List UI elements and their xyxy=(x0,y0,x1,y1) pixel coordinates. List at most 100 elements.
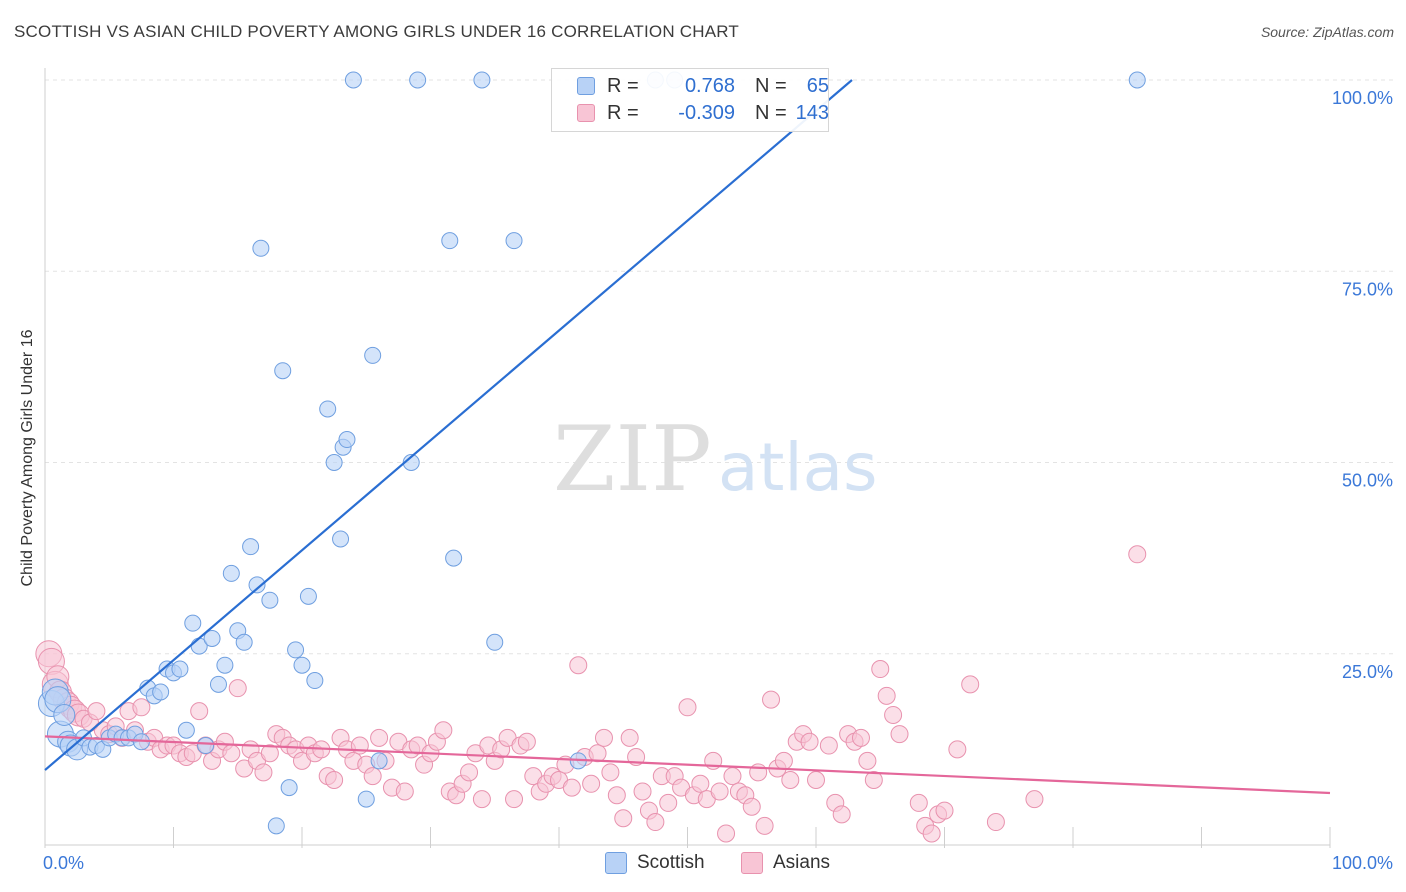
asians-point xyxy=(832,805,851,824)
scottish-point xyxy=(357,790,375,808)
asians-point xyxy=(87,702,106,721)
scottish-point xyxy=(252,239,270,257)
scottish-point xyxy=(177,721,195,739)
scottish-point xyxy=(235,633,253,651)
asians-point xyxy=(819,736,838,755)
asians-point xyxy=(871,660,890,679)
asians-point xyxy=(325,770,344,789)
asians-point xyxy=(588,744,607,763)
scottish-point xyxy=(152,683,170,701)
scottish-point xyxy=(306,672,324,690)
asians-point xyxy=(948,740,967,759)
asians-point xyxy=(781,770,800,789)
asians-point xyxy=(678,698,697,717)
legend-row-asians: R = -0.309 N = 143 xyxy=(552,100,829,126)
legend-label: Asians xyxy=(773,852,831,873)
asians-point xyxy=(434,721,453,740)
scottish-point xyxy=(319,400,337,418)
watermark-atlas: atlas xyxy=(718,429,878,506)
y-tick-label: 50.0% xyxy=(1342,471,1393,491)
asians-point xyxy=(922,824,941,843)
asians-point xyxy=(877,686,896,705)
asians-point xyxy=(800,732,819,751)
trend-lines xyxy=(44,79,1331,795)
asians-point xyxy=(749,763,768,782)
gridlines xyxy=(45,79,1395,655)
y-tick-label: 100.0% xyxy=(1332,88,1393,108)
asians-point xyxy=(723,767,742,786)
scottish-point xyxy=(197,737,215,755)
x-tick-label: 0.0% xyxy=(43,853,84,873)
legend-r-value: -0.309 xyxy=(678,101,735,124)
asians-point xyxy=(228,679,247,698)
scottish-point xyxy=(53,703,76,726)
scottish-swatch xyxy=(577,77,595,95)
asians-point xyxy=(633,782,652,801)
asians-point xyxy=(1025,790,1044,809)
asians-point xyxy=(935,801,954,820)
scottish-swatch xyxy=(605,852,627,874)
legend-n-label: N = xyxy=(755,74,787,97)
asians-point xyxy=(858,751,877,770)
scottish-point xyxy=(216,656,234,674)
asians-point xyxy=(646,813,665,832)
legend-item-asians[interactable]: Asians xyxy=(741,852,830,874)
asians-point xyxy=(517,732,536,751)
scottish-point xyxy=(171,660,189,678)
legend-r-value: 0.768 xyxy=(684,74,735,97)
asians-point xyxy=(864,770,883,789)
asians-point xyxy=(884,705,903,724)
asians-point xyxy=(807,770,825,789)
legend-label: Scottish xyxy=(637,852,705,873)
scottish-point xyxy=(184,614,202,632)
asians-point xyxy=(582,774,601,793)
asians-point xyxy=(1128,545,1147,564)
asians-point xyxy=(710,782,729,801)
asians-point xyxy=(363,767,382,786)
scottish-point xyxy=(332,530,350,548)
asians-point xyxy=(601,763,620,782)
scottish-point xyxy=(274,362,292,380)
scottish-point xyxy=(445,549,463,567)
asians-point xyxy=(961,675,980,694)
scottish-point xyxy=(203,629,221,647)
source-credit: Source: ZipAtlas.com xyxy=(1260,24,1394,40)
scottish-point xyxy=(409,71,427,89)
scottish-point xyxy=(280,779,298,797)
asians-point xyxy=(505,790,524,809)
scottish-point xyxy=(473,71,491,89)
asians-point xyxy=(569,656,588,675)
scottish-point xyxy=(299,587,317,605)
asians-point xyxy=(395,782,414,801)
watermark-zip: ZIP xyxy=(553,407,712,512)
legend-item-scottish[interactable]: Scottish xyxy=(605,852,705,874)
y-tick-label: 75.0% xyxy=(1342,279,1393,299)
x-tick-label: 100.0% xyxy=(1332,853,1393,873)
scottish-point xyxy=(338,431,356,449)
asians-point xyxy=(562,778,581,797)
scottish-point xyxy=(441,232,459,250)
tick-labels: 25.0% 50.0% 75.0% 100.0% 0.0% 100.0% xyxy=(43,88,1393,873)
asians-point xyxy=(742,797,761,816)
scottish-points xyxy=(37,71,1146,835)
asians-point xyxy=(260,744,279,763)
scottish-point xyxy=(370,752,388,770)
scottish-point xyxy=(248,576,266,594)
scottish-point xyxy=(344,71,362,89)
asians-point xyxy=(890,725,909,744)
asians-point xyxy=(774,751,793,770)
legend-n-label: N = xyxy=(755,101,787,124)
scottish-point xyxy=(242,538,260,556)
scottish-point xyxy=(505,232,523,250)
correlation-legend: R = 0.768 N = 65 R = -0.309 N = 143 xyxy=(551,68,829,132)
chart-title: SCOTTISH VS ASIAN CHILD POVERTY AMONG GI… xyxy=(14,22,740,41)
asians-point xyxy=(691,774,710,793)
asians-swatch xyxy=(741,852,763,874)
scottish-trend-line xyxy=(44,79,853,771)
scottish-point xyxy=(486,633,504,651)
asians-point xyxy=(370,728,389,747)
scottish-point xyxy=(222,564,240,582)
asians-point xyxy=(190,702,209,721)
asians-point xyxy=(851,728,870,747)
